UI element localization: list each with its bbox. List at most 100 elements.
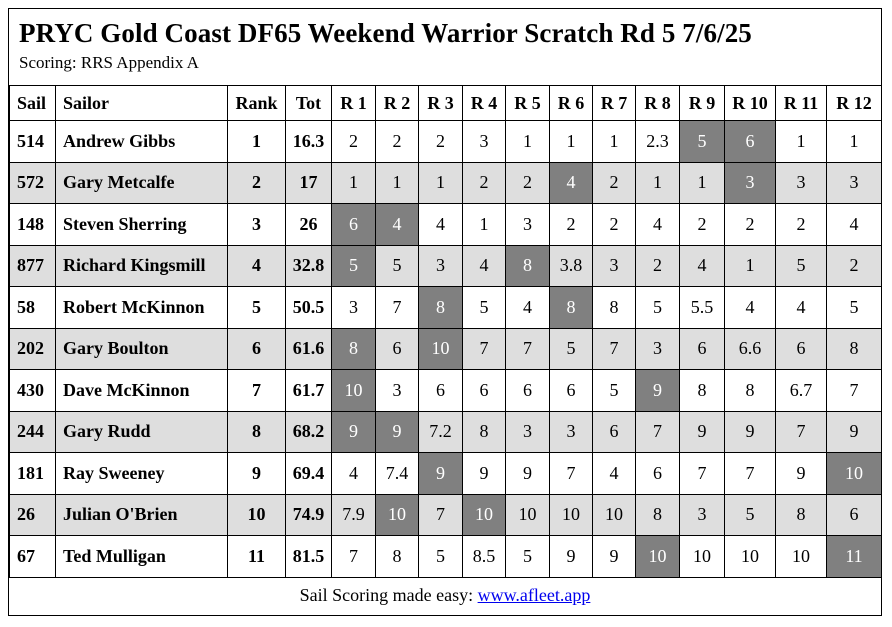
race-score-cell: 3 [462,120,506,163]
table-row: 67 Ted Mulligan 11 81.5 7 8 5 8.5 5 9 9 10 10 10 10 11 [9,535,882,578]
race-score-cell: 8 [679,369,725,412]
sail-number-cell: 877 [9,244,56,287]
column-header-r12: R 12 [826,85,882,121]
race-score-cell: 8 [462,410,506,453]
race-score-cell: 1 [679,161,725,204]
race-score-cell: 5 [635,286,680,329]
race-score-cell: 8 [775,493,827,536]
race-score-cell: 2 [462,161,506,204]
race-score-cell: 7 [375,286,419,329]
race-score-cell: 5 [549,327,593,370]
race-score-cell: 6.7 [775,369,827,412]
discarded-race-score-cell: 6 [331,203,376,246]
rank-cell: 11 [227,535,286,578]
discarded-race-score-cell: 9 [418,452,463,495]
race-score-cell: 9 [505,452,550,495]
discarded-race-score-cell: 8 [505,244,550,287]
total-cell: 61.6 [285,327,332,370]
race-score-cell: 2 [505,161,550,204]
race-score-cell: 3 [418,244,463,287]
sail-number-cell: 430 [9,369,56,412]
rank-cell: 7 [227,369,286,412]
sailor-name-cell: Andrew Gibbs [55,120,228,163]
race-score-cell: 10 [549,493,593,536]
race-score-cell: 1 [462,203,506,246]
race-score-cell: 5 [418,535,463,578]
race-score-cell: 7.9 [331,493,376,536]
rank-cell: 9 [227,452,286,495]
rank-cell: 10 [227,493,286,536]
sailor-name-cell: Ted Mulligan [55,535,228,578]
column-header-r8: R 8 [635,85,680,121]
race-score-cell: 9 [462,452,506,495]
total-cell: 68.2 [285,410,332,453]
race-score-cell: 1 [826,120,882,163]
race-score-cell: 2 [635,244,680,287]
race-score-cell: 4 [505,286,550,329]
race-score-cell: 3 [592,244,636,287]
column-header-r2: R 2 [375,85,419,121]
table-row: 514 Andrew Gibbs 1 16.3 2 2 2 3 1 1 1 2.3 5 6 1 1 [9,120,882,163]
discarded-race-score-cell: 8 [331,327,376,370]
race-score-cell: 2 [775,203,827,246]
table-row: 572 Gary Metcalfe 2 17 1 1 1 2 2 4 2 1 1 3 3 3 [9,161,882,204]
race-score-cell: 7 [775,410,827,453]
race-score-cell: 4 [331,452,376,495]
title-block: PRYC Gold Coast DF65 Weekend Warrior Scr… [9,9,881,85]
footer-text: Sail Scoring made easy: [299,585,478,605]
race-score-cell: 6 [462,369,506,412]
discarded-race-score-cell: 4 [375,203,419,246]
race-score-cell: 7 [826,369,882,412]
results-body: 514 Andrew Gibbs 1 16.3 2 2 2 3 1 1 1 2.3 5 6 1 1 572 Gar… [9,120,882,578]
discarded-race-score-cell: 10 [635,535,680,578]
race-score-cell: 7 [462,327,506,370]
discarded-race-score-cell: 8 [549,286,593,329]
column-header-r9: R 9 [679,85,725,121]
column-header-r6: R 6 [549,85,593,121]
column-header-rank: Rank [227,85,286,121]
afleet-link[interactable]: www.afleet.app [477,585,591,605]
race-score-cell: 2 [592,203,636,246]
race-score-cell: 5 [505,535,550,578]
race-score-cell: 8 [592,286,636,329]
race-score-cell: 4 [826,203,882,246]
race-score-cell: 5.5 [679,286,725,329]
race-score-cell: 6 [679,327,725,370]
sail-number-cell: 572 [9,161,56,204]
rank-cell: 2 [227,161,286,204]
discarded-race-score-cell: 6 [724,120,776,163]
race-score-cell: 1 [375,161,419,204]
discarded-race-score-cell: 10 [375,493,419,536]
race-score-cell: 1 [549,120,593,163]
column-header-tot: Tot [285,85,332,121]
discarded-race-score-cell: 5 [679,120,725,163]
race-score-cell: 7 [418,493,463,536]
table-row: 202 Gary Boulton 6 61.6 8 6 10 7 7 5 7 3 6 6.6 6 8 [9,327,882,370]
total-cell: 26 [285,203,332,246]
sail-number-cell: 58 [9,286,56,329]
total-cell: 32.8 [285,244,332,287]
discarded-race-score-cell: 10 [462,493,506,536]
race-score-cell: 1 [592,120,636,163]
total-cell: 50.5 [285,286,332,329]
table-row: 26 Julian O'Brien 10 74.9 7.9 10 7 10 10 10 10 8 3 5 8… [9,493,882,536]
scoring-subtitle: Scoring: RRS Appendix A [19,53,199,72]
sail-number-cell: 514 [9,120,56,163]
race-score-cell: 2 [724,203,776,246]
discarded-race-score-cell: 9 [331,410,376,453]
rank-cell: 5 [227,286,286,329]
race-score-cell: 6 [635,452,680,495]
sail-number-cell: 181 [9,452,56,495]
sailor-name-cell: Gary Boulton [55,327,228,370]
race-score-cell: 9 [775,452,827,495]
race-score-cell: 2 [826,244,882,287]
race-score-cell: 6 [375,327,419,370]
race-score-cell: 1 [505,120,550,163]
race-score-cell: 1 [418,161,463,204]
race-score-cell: 1 [635,161,680,204]
race-score-cell: 4 [635,203,680,246]
race-score-cell: 2.3 [635,120,680,163]
sailor-name-cell: Robert McKinnon [55,286,228,329]
table-row: 877 Richard Kingsmill 4 32.8 5 5 3 4 8 3.8 3 2 4 1 5 2 [9,244,882,287]
results-sheet: PRYC Gold Coast DF65 Weekend Warrior Scr… [8,8,882,616]
